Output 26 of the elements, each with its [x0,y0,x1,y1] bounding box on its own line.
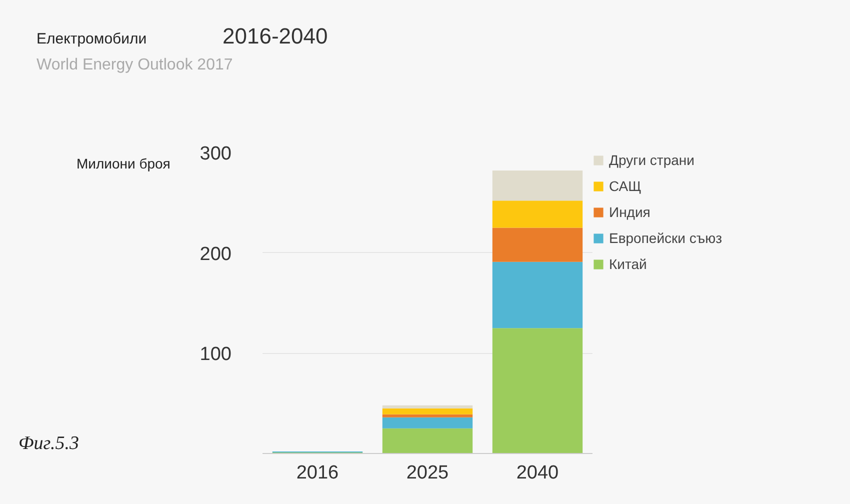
legend-label: Индия [609,204,650,220]
x-tick-label: 2016 [296,462,339,484]
legend-label: Други страни [609,152,694,168]
bar [492,262,583,328]
y-tick-label: 300 [200,144,232,164]
bar [382,408,473,414]
text: Електромобили [36,30,147,48]
text: 2016-2040 [222,24,328,48]
text: Фиг.5.3 [18,433,79,454]
legend-label: Китай [609,256,647,272]
y-axis-title: Милиони броя [76,156,170,172]
x-tick-label: 2040 [516,462,559,484]
x-tick-label: 2025 [406,462,449,484]
legend-label: Европейски съюз [609,230,722,246]
legend-label: САЩ [609,178,642,194]
bar [492,170,583,201]
bar [382,414,473,418]
bar [382,405,473,408]
y-tick-label: 100 [200,344,232,366]
bar [492,200,583,228]
bar [382,417,473,428]
bar [492,228,583,262]
bar [492,328,583,454]
bar [382,428,473,454]
chart-subtitle: World Energy Outlook 2017 [36,56,233,74]
y-tick-label: 200 [200,244,232,265]
